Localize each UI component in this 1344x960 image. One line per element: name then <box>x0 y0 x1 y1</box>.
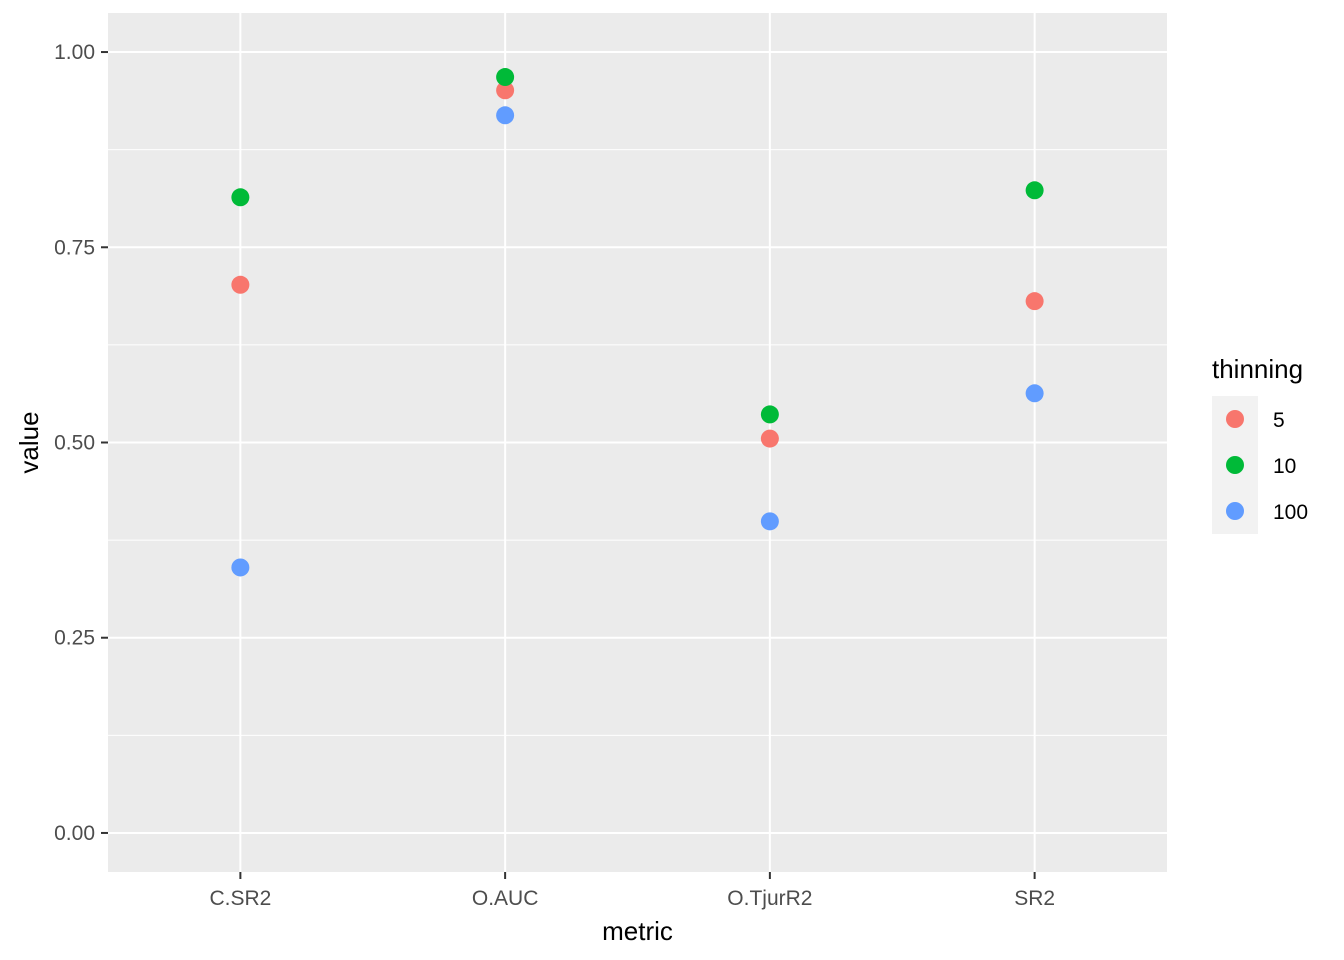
y-axis: 0.00 0.25 0.50 0.75 1.00 <box>54 41 108 845</box>
y-tick-label: 0.75 <box>54 236 95 259</box>
data-point <box>231 275 250 294</box>
data-point <box>1025 384 1044 403</box>
y-tick-label: 0.00 <box>54 822 95 845</box>
legend-key <box>1226 502 1244 520</box>
x-tick-label: C.SR2 <box>209 887 271 910</box>
data-points <box>231 68 1044 577</box>
minor-gridlines <box>108 149 1167 736</box>
legend-key <box>1226 456 1244 474</box>
y-tick-label: 1.00 <box>54 41 95 64</box>
x-tick-label: O.TjurR2 <box>727 887 812 910</box>
data-point <box>496 81 515 100</box>
legend-item: 10 <box>1226 455 1296 478</box>
x-tick-label: O.AUC <box>472 887 539 910</box>
data-point <box>1025 292 1044 311</box>
x-tick-label: SR2 <box>1014 887 1055 910</box>
y-axis-title: value <box>14 411 44 473</box>
legend-title: thinning <box>1212 354 1303 384</box>
x-axis-title: metric <box>602 916 673 946</box>
y-tick-label: 0.25 <box>54 627 95 650</box>
y-tick-label: 0.50 <box>54 432 95 455</box>
data-point <box>760 429 779 448</box>
legend-label: 100 <box>1273 501 1308 524</box>
data-point <box>760 512 779 531</box>
data-point <box>231 558 250 577</box>
data-point <box>496 106 515 125</box>
legend-item: 100 <box>1226 501 1308 524</box>
legend-item: 5 <box>1226 409 1285 432</box>
data-point <box>760 405 779 424</box>
data-point <box>231 188 250 207</box>
legend: thinning 5 10 100 <box>1212 354 1308 534</box>
x-axis: C.SR2 O.AUC O.TjurR2 SR2 <box>209 872 1055 910</box>
legend-label: 10 <box>1273 455 1296 478</box>
data-point <box>496 68 515 87</box>
data-point <box>1025 181 1044 200</box>
legend-key <box>1226 410 1244 428</box>
legend-label: 5 <box>1273 409 1285 432</box>
major-gridlines <box>108 13 1167 872</box>
